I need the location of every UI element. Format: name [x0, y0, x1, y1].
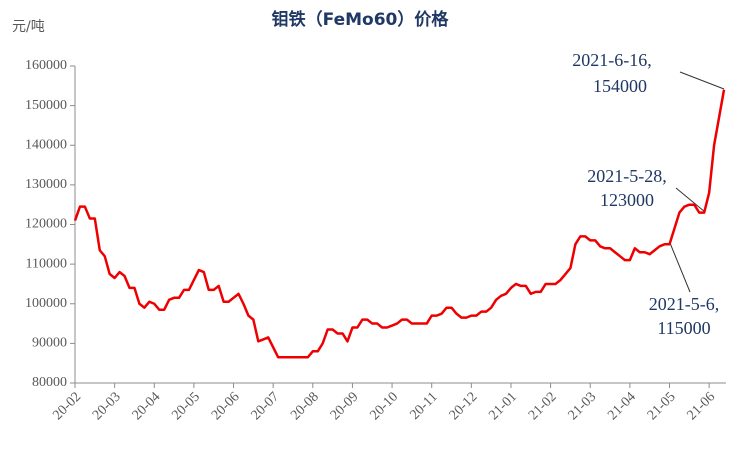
y-tick-label: 150000: [25, 98, 67, 113]
x-tick-label: 21-02: [526, 389, 560, 423]
y-tick-label: 90000: [32, 336, 67, 351]
x-tick-label: 21-01: [486, 389, 520, 423]
y-tick-label: 140000: [25, 137, 67, 152]
x-tick-label: 20-08: [288, 389, 322, 423]
x-tick-label: 20-02: [50, 389, 84, 423]
annotation-line: 154000: [593, 76, 647, 96]
x-tick-label: 20-06: [209, 389, 243, 423]
chart-title: 钼铁（FeMo60）价格: [272, 9, 450, 30]
y-tick-label: 160000: [25, 58, 67, 73]
x-tick-label: 20-11: [407, 389, 440, 422]
y-tick-label: 110000: [26, 256, 67, 271]
x-tick-label: 20-10: [367, 389, 401, 423]
price-line: [73, 89, 726, 359]
leader-line: [679, 71, 725, 90]
x-tick-label: 20-04: [130, 389, 164, 423]
annotation-line: 2021-5-28,: [587, 166, 667, 186]
x-tick-label: 21-05: [645, 389, 679, 423]
annotation-line: 115000: [657, 318, 710, 338]
y-tick-label: 100000: [25, 296, 67, 311]
y-tick-label: 120000: [25, 217, 67, 232]
leader-line: [669, 242, 691, 293]
x-tick-label: 20-12: [447, 389, 481, 423]
y-tick-label: 130000: [25, 177, 67, 192]
x-tick-label: 21-03: [566, 389, 600, 423]
x-tick-label: 21-06: [685, 389, 719, 423]
annotation-line: 2021-5-6,: [649, 294, 720, 314]
x-tick-label: 20-09: [328, 389, 362, 423]
annotations: 2021-6-16, 154000 2021-5-28, 123000 2021…: [572, 50, 725, 338]
y-tick-label: 80000: [32, 375, 67, 390]
y-axis-label: 元/吨: [12, 19, 45, 35]
leader-line: [675, 187, 706, 213]
x-tick-label: 21-04: [605, 389, 639, 423]
x-tick-label: 20-07: [249, 389, 283, 423]
annotation-line: 2021-6-16,: [572, 50, 652, 70]
x-tick-label: 20-05: [169, 389, 203, 423]
x-tick-label: 20-03: [90, 389, 124, 423]
annotation-line: 123000: [600, 190, 654, 210]
